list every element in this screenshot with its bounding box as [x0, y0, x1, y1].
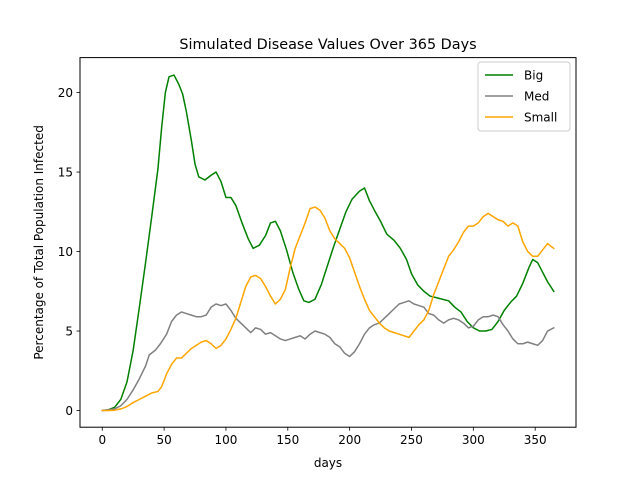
- x-axis: 0 50 100 150 200 250 300 350: [98, 427, 547, 447]
- y-tick-label: 15: [58, 165, 73, 179]
- x-tick-label: 250: [400, 433, 423, 447]
- x-tick-label: 150: [276, 433, 299, 447]
- series-layer: [101, 74, 555, 412]
- y-tick-label: 0: [65, 404, 73, 418]
- series-line-small: [101, 206, 555, 412]
- y-axis: 0 5 10 15 20: [58, 86, 80, 418]
- x-tick-label: 300: [462, 433, 485, 447]
- y-tick-label: 20: [58, 86, 73, 100]
- series-line-med: [101, 300, 555, 412]
- y-tick-label: 10: [58, 245, 73, 259]
- chart-title: Simulated Disease Values Over 365 Days: [179, 37, 476, 53]
- legend-box: [477, 61, 571, 132]
- plot-frame: [79, 57, 577, 428]
- legend-label-small: Small: [524, 110, 557, 124]
- x-tick-label: 100: [215, 433, 238, 447]
- x-tick-label: 350: [524, 433, 547, 447]
- legend: Big Med Small: [477, 61, 571, 132]
- series-line-big: [101, 74, 555, 412]
- x-axis-label: days: [314, 456, 342, 470]
- legend-label-big: Big: [524, 68, 543, 82]
- x-tick-label: 0: [98, 433, 106, 447]
- y-axis-label: Percentage of Total Population Infected: [32, 125, 46, 359]
- x-tick-label: 200: [338, 433, 361, 447]
- x-tick-label: 50: [156, 433, 171, 447]
- y-tick-label: 5: [65, 324, 73, 338]
- legend-label-med: Med: [524, 89, 549, 103]
